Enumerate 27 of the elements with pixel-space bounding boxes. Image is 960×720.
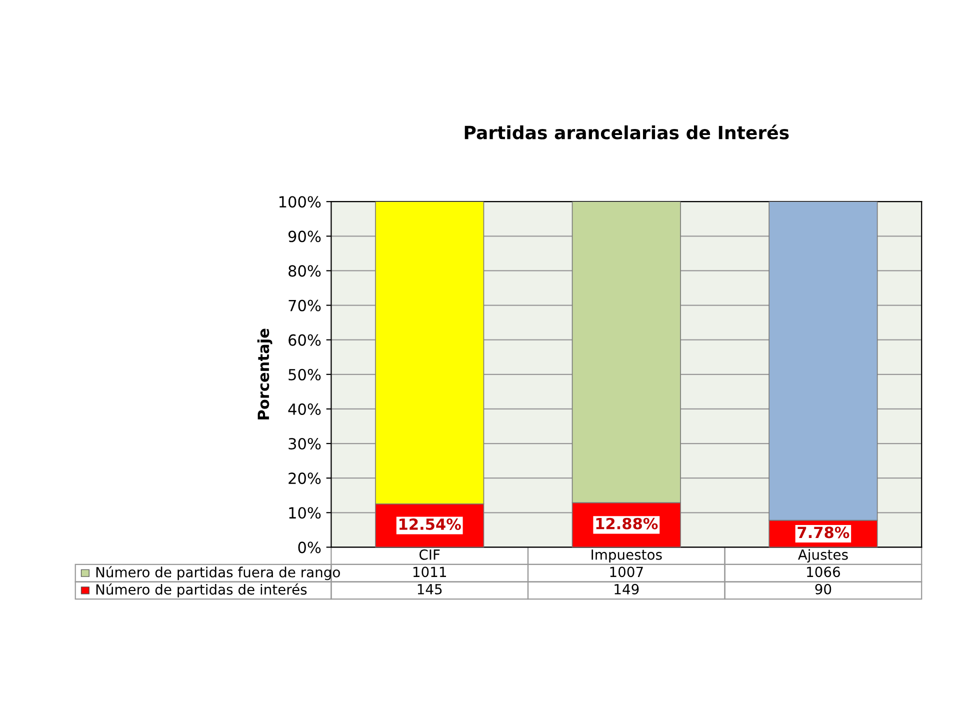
y-tick-label: 40% [288, 403, 321, 415]
y-tick-label: 90% [288, 230, 321, 242]
y-tick-label: 50% [288, 368, 321, 380]
y-tick-label: 60% [288, 334, 321, 346]
text: 145 [418, 584, 442, 594]
y-tick-label: 10% [289, 507, 321, 519]
chart-title: Partidas arancelarias de Interés [464, 124, 789, 140]
data-label: 7.78% [798, 526, 850, 538]
y-tick-label: 70% [288, 300, 321, 312]
x-tick-label: Ajustes [798, 549, 848, 563]
legend-label: Número de partidas de interés [96, 583, 307, 598]
text: 1066 [807, 566, 840, 578]
text: 90 [815, 584, 832, 594]
data-label: 12.54% [400, 518, 461, 530]
x-tick-label: Impuestos [592, 550, 662, 563]
y-tick-label: 30% [288, 438, 321, 450]
y-tick-label: 20% [288, 472, 321, 484]
text: 1011 [413, 566, 446, 578]
y-tick-label: 100% [279, 196, 321, 208]
text: 149 [614, 584, 639, 594]
x-tick-label: CIF [419, 549, 440, 560]
y-tick-label: 0% [298, 542, 321, 554]
data-label: 12.88% [596, 518, 658, 530]
legend-label: Número de partidas fuera de rango [96, 566, 340, 580]
y-tick-label: 80% [288, 265, 321, 277]
y-axis-title: Porcentaje [257, 328, 272, 420]
text: 1007 [610, 566, 643, 578]
